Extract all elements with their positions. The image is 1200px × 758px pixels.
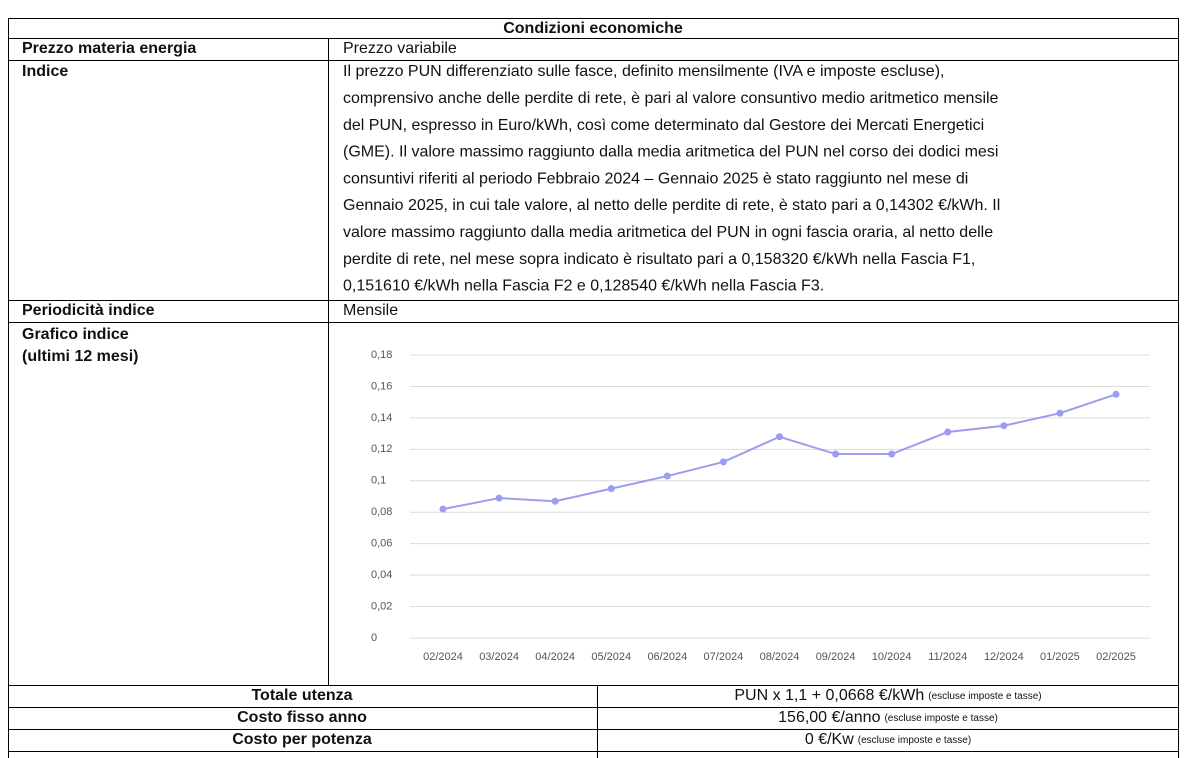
x-tick-label: 02/2024	[423, 651, 463, 663]
x-tick-label: 06/2024	[647, 651, 687, 663]
y-tick-label: 0,18	[371, 349, 392, 361]
x-tick-label: 08/2024	[760, 651, 800, 663]
y-tick-label: 0,02	[371, 600, 392, 612]
row-value: Prezzo variabile	[343, 40, 457, 57]
text-line: consuntivi riferiti al periodo Febbraio …	[343, 170, 968, 187]
y-tick-label: 0	[371, 632, 377, 644]
summary-table: Totale utenza PUN x 1,1 + 0,0668 €/kWh (es…	[232, 687, 1041, 748]
y-tick-label: 0,08	[371, 506, 392, 518]
text-line: Gennaio 2025, in cui tale valore, al net…	[343, 197, 1000, 214]
note: (escluse imposte e tasse)	[884, 713, 997, 724]
data-point	[607, 485, 615, 493]
data-point	[1000, 422, 1008, 430]
x-tick-label: 09/2024	[816, 651, 856, 663]
data-point	[776, 433, 783, 441]
x-tick-label: 11/2024	[928, 651, 967, 663]
y-tick-label: 0,14	[371, 412, 392, 424]
x-tick-label: 01/2025	[1040, 651, 1080, 663]
text-line: valore massimo raggiunto dalla media ari…	[343, 224, 993, 241]
x-tick-label: 05/2024	[591, 651, 631, 663]
note: (escluse imposte e tasse)	[928, 691, 1041, 702]
summary-value: PUN x 1,1 + 0,0668 €/kWh (escluse imposte…	[734, 687, 1041, 704]
x-tick-label: 12/2024	[984, 651, 1024, 663]
data-point	[832, 450, 840, 458]
data-point	[1112, 390, 1120, 398]
row-value: Mensile	[343, 302, 398, 319]
text-line: Il prezzo PUN differenziato sulle fasce,…	[343, 63, 944, 80]
x-tick-label: 07/2024	[704, 651, 744, 663]
data-point	[719, 458, 727, 466]
y-tick-label: 0,1	[371, 475, 386, 487]
data-point	[551, 497, 559, 505]
y-tick-label: 0,16	[371, 380, 392, 392]
x-tick-label: 02/2025	[1096, 651, 1136, 663]
row-label: Periodicità indice	[22, 302, 155, 319]
x-tick-label: 03/2024	[479, 651, 519, 663]
summary-value: 156,00 €/anno (escluse imposte e tasse)	[778, 709, 998, 726]
summary-value: 0 €/Kw (escluse imposte e tasse)	[805, 731, 971, 748]
series-line	[442, 393, 1117, 511]
text-line: del PUN, espresso in Euro/kWh, così come…	[343, 117, 984, 134]
summary-label: Costo fisso anno	[237, 709, 367, 726]
data-point	[888, 450, 896, 458]
index-description: Il prezzo PUN differenziato sulle fasce,…	[343, 63, 1000, 294]
table-borders	[8, 18, 1179, 758]
data-point	[439, 505, 447, 513]
table-title: Condizioni economiche	[503, 20, 683, 37]
x-tick-label: 04/2024	[535, 651, 575, 663]
summary-label: Totale utenza	[251, 687, 352, 704]
note: (escluse imposte e tasse)	[858, 735, 971, 746]
row-label: Indice	[22, 63, 68, 80]
data-point	[944, 428, 952, 436]
text-line: comprensivo anche delle perdite di rete,…	[343, 90, 999, 107]
data-point	[1056, 409, 1064, 417]
row-label: Prezzo materia energia	[22, 40, 196, 57]
y-tick-label: 0,04	[371, 569, 392, 581]
text-line: 0,151610 €/kWh nella Fascia F2 e 0,12854…	[343, 278, 824, 295]
summary-label: Costo per potenza	[232, 731, 372, 748]
row-label: Grafico indice	[22, 326, 129, 343]
value: 156,00 €/anno	[778, 709, 880, 726]
y-tick-label: 0,12	[371, 443, 392, 455]
row-label: (ultimi 12 mesi)	[22, 348, 138, 365]
text-line: perdite di rete, nel mese sopra indicato…	[343, 251, 975, 268]
value: PUN x 1,1 + 0,0668 €/kWh	[734, 687, 924, 704]
x-tick-label: 10/2024	[872, 651, 912, 663]
y-tick-label: 0,06	[371, 538, 392, 550]
data-point	[495, 494, 503, 502]
text-line: (GME). Il valore massimo raggiunto dalla…	[343, 144, 998, 161]
value: 0 €/Kw	[805, 731, 854, 748]
chart: 0 0,02 0,04 0,06 0,08 0,1 0,12 0,14 0,16 0,18 02/2…	[371, 349, 1150, 663]
data-point	[663, 472, 671, 480]
